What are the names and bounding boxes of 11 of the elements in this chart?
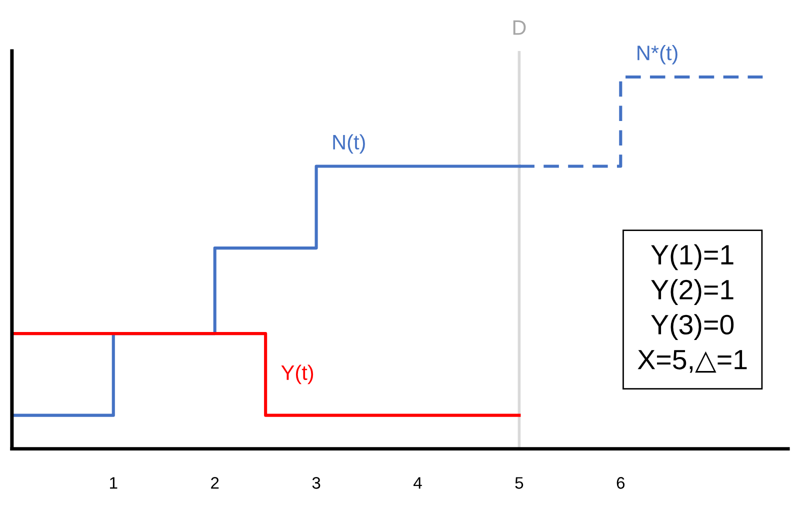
x-tick-label: 6	[616, 477, 625, 489]
ref-line-label: D	[513, 20, 526, 35]
x-tick-label: 1	[110, 477, 118, 489]
series-label: N*(t)	[638, 45, 678, 64]
x-tick-label: 5	[515, 477, 524, 489]
series-label: N(t)	[333, 134, 365, 154]
x-tick-label: 3	[312, 477, 320, 489]
annotation: Y(1)=1 Y(2)=1 Y(3)=0 X=5,△=1	[638, 244, 747, 373]
x-tick-label: 4	[413, 477, 422, 489]
series-label: Y(t)	[281, 364, 314, 384]
x-tick-label: 2	[211, 477, 219, 489]
